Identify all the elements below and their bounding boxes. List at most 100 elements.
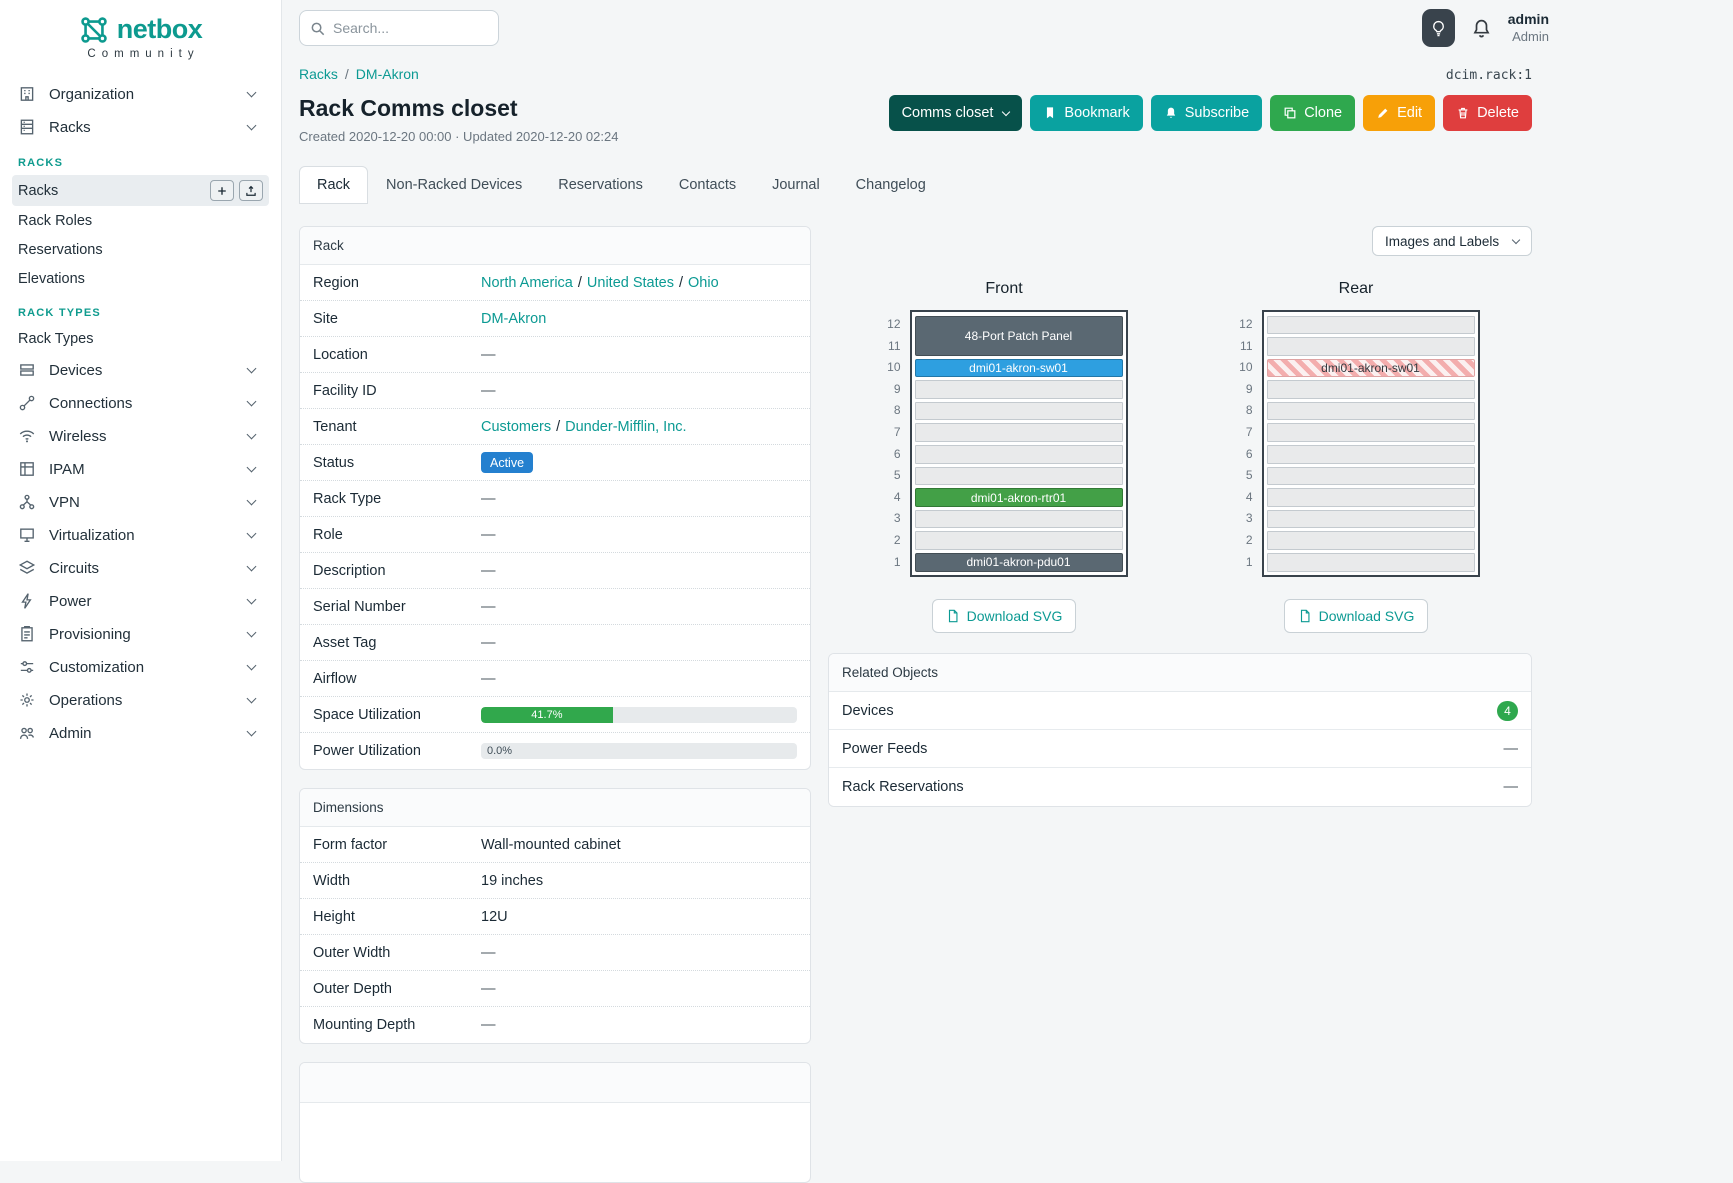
sidebar-item-provisioning[interactable]: Provisioning	[12, 618, 269, 650]
sidebar-item-connections[interactable]: Connections	[12, 387, 269, 419]
related-row-rack-reservations[interactable]: Rack Reservations —	[829, 768, 1531, 807]
file-icon	[1298, 609, 1312, 623]
sidebar-subitem-elevations[interactable]: Elevations	[12, 265, 269, 293]
elevation-rear: Rear 12 11 10 9 8 7 6 5 4 3 2 1 dmi01-akron-sw01 Downl…	[1180, 280, 1532, 634]
empty-slot[interactable]	[1266, 552, 1475, 574]
download-svg-button[interactable]: Download SVG	[931, 599, 1077, 634]
detail-label: Location	[313, 346, 368, 363]
empty-slot[interactable]	[1266, 530, 1475, 552]
empty-slot[interactable]	[1266, 508, 1475, 530]
sidebar-item-ipam[interactable]: IPAM	[12, 453, 269, 485]
partial-card	[299, 1062, 811, 1183]
sidebar-item-circuits[interactable]: Circuits	[12, 552, 269, 584]
sidebar-item-vpn[interactable]: VPN	[12, 486, 269, 518]
unit-number: 8	[1245, 403, 1253, 418]
rack-device-dmi01-akron-pdu01[interactable]: dmi01-akron-pdu01	[914, 553, 1123, 572]
detail-value: —	[481, 346, 496, 363]
empty-slot[interactable]	[914, 400, 1123, 422]
theme-toggle-button[interactable]	[1421, 9, 1455, 47]
delete-button[interactable]: Delete	[1443, 95, 1532, 131]
related-row-devices[interactable]: Devices 4	[829, 692, 1531, 731]
quick-buttons	[210, 180, 263, 201]
user-menu[interactable]: admin Admin	[1508, 11, 1549, 45]
sidebar-item-power[interactable]: Power	[12, 585, 269, 617]
rack-device-48-port-patch-panel[interactable]: 48-Port Patch Panel	[914, 315, 1123, 356]
notifications-bell-icon[interactable]	[1471, 18, 1492, 39]
context-dropdown-button[interactable]: Comms closet	[888, 95, 1023, 131]
sidebar-item-racks[interactable]: Racks	[12, 111, 269, 143]
tab-contacts[interactable]: Contacts	[678, 177, 737, 193]
sidebar-item-wireless[interactable]: Wireless	[12, 420, 269, 452]
empty-slot[interactable]	[1266, 487, 1475, 509]
sidebar-section-header: RACK TYPES	[18, 307, 101, 319]
sidebar-item-organization[interactable]: Organization	[12, 78, 269, 110]
empty-slot[interactable]	[914, 508, 1123, 530]
related-row-power-feeds[interactable]: Power Feeds —	[829, 730, 1531, 769]
empty-slot[interactable]	[914, 379, 1123, 401]
empty-slot[interactable]	[914, 444, 1123, 466]
link-dunder-mifflin-inc[interactable]: Dunder-Mifflin, Inc.	[565, 418, 687, 435]
link-united-states[interactable]: United States	[586, 274, 674, 291]
edit-button[interactable]: Edit	[1363, 95, 1436, 131]
detail-row-status: Status Active	[300, 445, 810, 481]
clone-button[interactable]: Clone	[1270, 95, 1356, 131]
empty-slot[interactable]	[1266, 422, 1475, 444]
search-input[interactable]	[333, 20, 488, 36]
detail-row-form-factor: Form factor Wall-mounted cabinet	[300, 827, 810, 863]
detail-row-space-utilization: Space Utilization 41.7%	[300, 697, 810, 733]
detail-label: Form factor	[313, 836, 388, 853]
tab-non-racked-devices[interactable]: Non-Racked Devices	[386, 177, 523, 193]
sidebar-subitem-reservations[interactable]: Reservations	[12, 236, 269, 264]
sidebar-item-label: Provisioning	[49, 625, 131, 643]
sidebar-subitem-rack-types[interactable]: Rack Types	[12, 325, 269, 353]
breadcrumb-racks[interactable]: Racks	[299, 66, 338, 82]
link-dm-akron[interactable]: DM-Akron	[481, 310, 547, 327]
search-box[interactable]	[299, 10, 499, 46]
edit-label: Edit	[1397, 105, 1423, 121]
add-button[interactable]	[210, 180, 234, 201]
logo[interactable]: netbox Community	[0, 0, 281, 64]
building-icon	[18, 85, 36, 103]
detail-row-width: Width 19 inches	[300, 863, 810, 899]
sidebar: netbox Community Organization Racks RACKS R…	[0, 0, 282, 1161]
empty-slot[interactable]	[1266, 314, 1475, 336]
sidebar-item-customization[interactable]: Customization	[12, 651, 269, 683]
empty-slot[interactable]	[1266, 465, 1475, 487]
link-ohio[interactable]: Ohio	[688, 274, 719, 291]
sidebar-subitem-racks[interactable]: Racks	[12, 175, 269, 206]
download-svg-button[interactable]: Download SVG	[1283, 599, 1429, 634]
empty-slot[interactable]	[1266, 444, 1475, 466]
empty-slot[interactable]	[1266, 336, 1475, 358]
sidebar-item-operations[interactable]: Operations	[12, 684, 269, 716]
empty-slot[interactable]	[914, 422, 1123, 444]
tab-journal[interactable]: Journal	[772, 177, 820, 193]
import-button[interactable]	[239, 180, 263, 201]
rack-device-dmi01-akron-rtr01[interactable]: dmi01-akron-rtr01	[914, 488, 1123, 507]
rack-device-dmi01-akron-sw01[interactable]: dmi01-akron-sw01	[914, 358, 1123, 378]
sidebar-item-virtualization[interactable]: Virtualization	[12, 519, 269, 551]
sidebar-item-admin[interactable]: Admin	[12, 717, 269, 749]
breadcrumb-site[interactable]: DM-Akron	[355, 66, 419, 82]
detail-value: —	[481, 1017, 496, 1033]
empty-slot[interactable]	[1266, 400, 1475, 422]
sidebar-subitem-rack-roles[interactable]: Rack Roles	[12, 207, 269, 235]
tab-changelog[interactable]: Changelog	[855, 177, 926, 193]
link-customers[interactable]: Customers	[481, 418, 552, 435]
empty-slot[interactable]	[914, 465, 1123, 487]
link-north-america[interactable]: North America	[481, 274, 573, 291]
subscribe-button[interactable]: Subscribe	[1150, 95, 1263, 131]
sidebar-item-devices[interactable]: Devices	[12, 354, 269, 386]
tab-reservations[interactable]: Reservations	[558, 177, 643, 193]
empty-slot[interactable]	[914, 530, 1123, 552]
bookmark-button[interactable]: Bookmark	[1030, 95, 1143, 131]
empty-slot[interactable]	[1266, 379, 1475, 401]
detail-row-serial-number: Serial Number —	[300, 589, 810, 625]
detail-value: DM-Akron	[481, 311, 797, 327]
images-and-labels-select[interactable]: Images and Labels	[1372, 226, 1532, 256]
wireless-icon	[18, 427, 36, 445]
topbar: admin Admin	[282, 0, 1549, 56]
sidebar-item-label: Customization	[49, 658, 145, 676]
tab-rack[interactable]: Rack	[299, 166, 369, 204]
sidebar-subitem-label: Rack Types	[18, 331, 94, 347]
rack-device-dmi01-akron-sw01[interactable]: dmi01-akron-sw01	[1266, 358, 1475, 378]
